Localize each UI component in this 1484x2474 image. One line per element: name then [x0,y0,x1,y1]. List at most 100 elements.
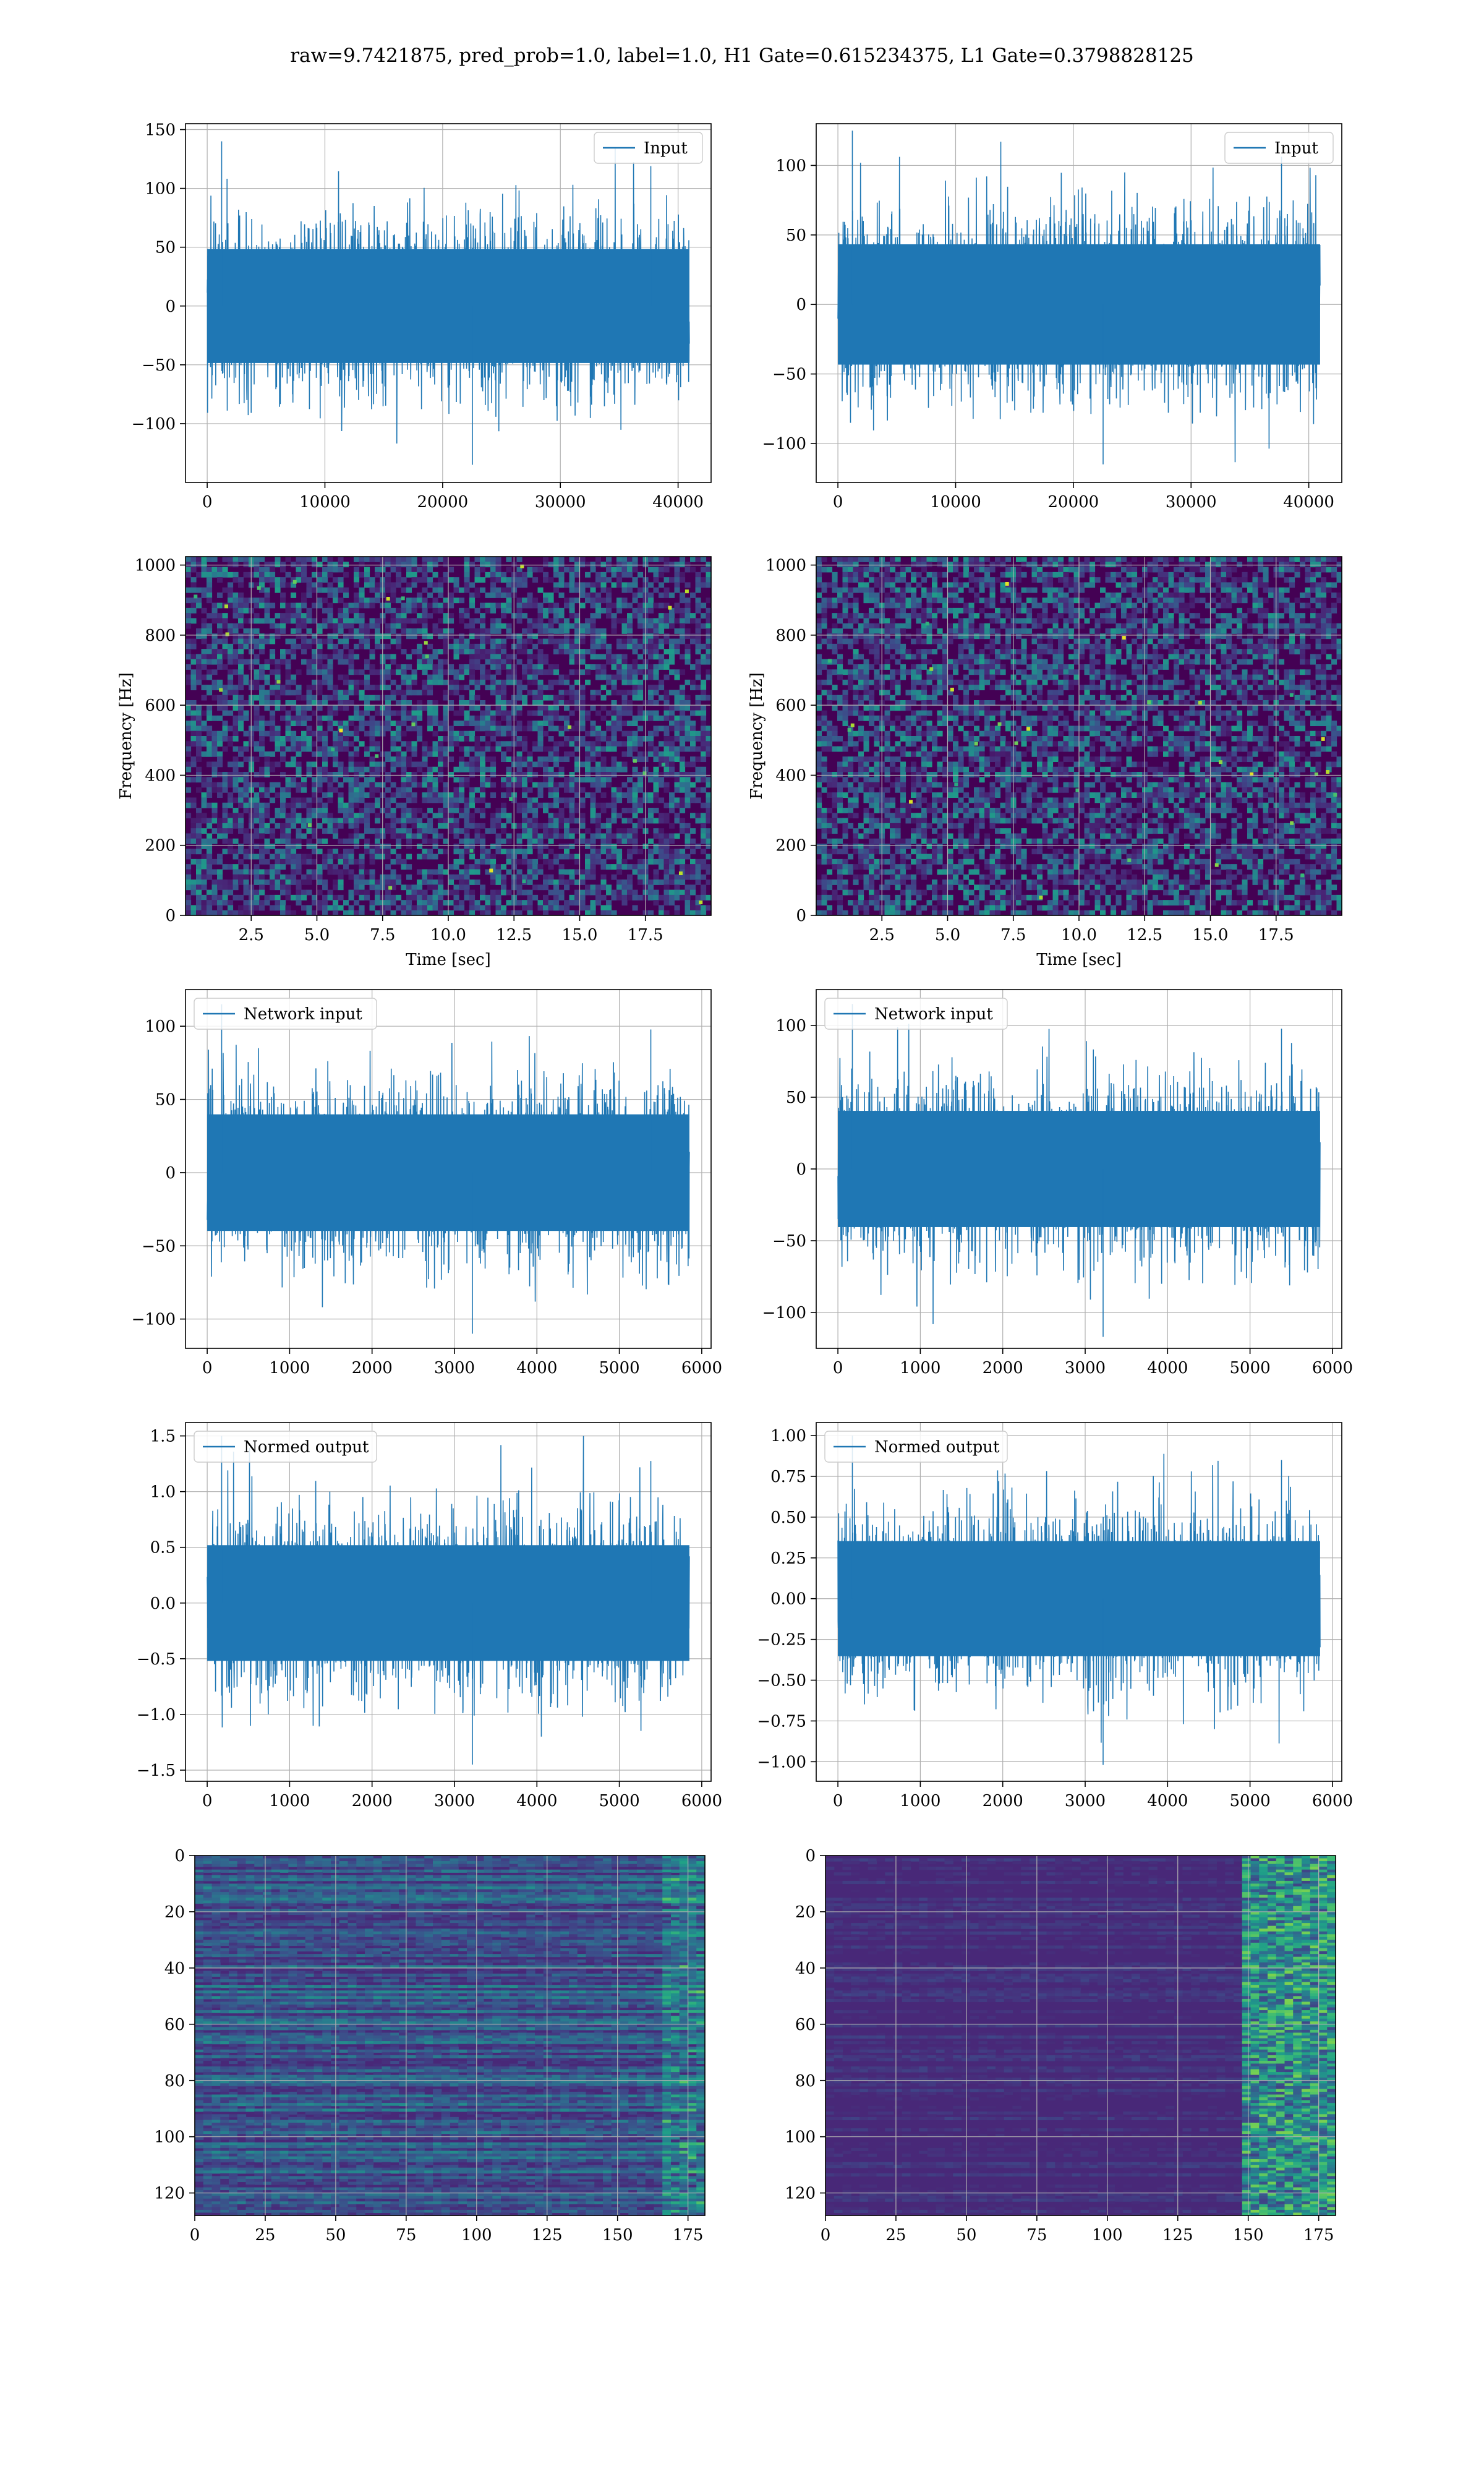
spec-h1-cell [559,756,565,762]
spec-h1-cell [385,695,391,701]
spec-h1-cell [574,690,580,695]
spec-h1-cell [343,608,349,614]
spec-h1-cell [501,880,506,885]
spec-h1-cell [659,654,664,659]
spec-h1-cell [522,890,527,896]
spec-h1-cell [580,695,586,701]
spec-h1-cell [438,726,443,731]
spec-h1-cell [244,803,249,808]
spec-h1-cell [622,895,628,901]
spec-h1-cell [475,664,480,670]
spec-h1-cell [359,813,365,818]
spec-l1-cell [1106,562,1111,567]
spec-h1-cell [580,716,586,721]
spec-h1-cell [317,839,323,844]
spec-h1-cell [391,588,396,593]
spec-h1-cell [690,736,696,742]
spec-h1-cell [580,823,586,829]
spec-h1-cell [548,664,554,670]
spec-h1-cell [322,839,328,844]
spec-h1-cell [616,895,622,901]
spec-h1-cell [612,623,617,629]
spec-l1-cell [1305,567,1311,573]
spec-h1-cell [364,695,370,701]
spec-h1-cell [506,854,512,860]
spec-l1-cell [816,567,822,573]
spec-h1-cell [207,654,212,659]
spec-h1-cell [233,782,239,788]
spec-h1-cell [522,649,527,654]
spec-h1-cell [454,808,459,813]
spec-h1-cell [212,869,218,875]
spec-h1-cell [690,741,696,747]
spec-h1-cell [354,767,359,773]
spec-h1-cell [532,577,538,583]
spec-h1-cell [301,721,307,726]
spec-h1-cell [296,782,302,788]
spec-h1-cell [244,900,249,905]
spec-l1-cell [1058,572,1064,578]
spec-h1-cell [270,562,275,567]
spec-l1-cell [869,577,874,583]
spec-h1-cell [543,731,548,737]
spec-h1-cell [296,818,302,824]
spec-h1-cell [317,726,323,731]
spec-h1-cell [286,828,291,834]
spec-h1-cell [638,572,643,578]
spec-h1-cell [186,900,191,905]
spec-l1-cell [1047,582,1053,588]
spec-l1-cell [1216,557,1221,562]
spec-l1-cell [1064,572,1069,578]
spec-h1-cell [328,603,333,609]
spec-h1-cell [506,608,512,614]
spec-h1-cell [638,644,643,649]
spec-h1-cell [275,613,281,618]
spec-h1-cell [244,618,249,623]
spec-h1-cell [333,751,338,757]
spec-h1-cell [359,767,365,773]
spec-h1-cell [612,721,617,726]
spec-h1-cell [196,741,202,747]
spec-h1-cell [322,736,328,742]
spec-h1-cell [312,787,317,793]
spec-h1-cell [438,593,443,598]
spec-h1-cell [680,623,685,629]
spec-h1-cell [186,567,191,573]
spec-h1-cell [202,884,207,890]
spec-h1-cell [506,597,512,603]
spec-h1-cell [690,567,696,573]
spec-h1-cell [238,828,244,834]
spec-h1-cell [427,675,433,680]
spec-h1-cell [301,741,307,747]
spec-h1-cell [574,803,580,808]
spec-h1-cell [532,875,538,880]
spec-h1-cell [296,839,302,844]
spec-h1-cell [701,690,706,695]
spec-h1-cell [312,875,317,880]
spec-h1-cell [606,613,612,618]
spec-h1-cell [364,747,370,752]
spec-h1-cell [307,716,312,721]
spec-h1-cell [553,644,559,649]
spec-h1-cell [490,828,496,834]
spec-h1-cell [328,792,333,798]
spec-h1-cell [506,839,512,844]
spec-h1-cell [553,880,559,885]
spec-h1-cell [333,900,338,905]
spec-h1-cell [202,588,207,593]
spec-h1-cell [543,593,548,598]
spec-h1-cell [664,736,670,742]
spec-h1-cell [559,613,565,618]
spec-h1-cell [417,900,422,905]
spec-h1-cell [585,582,591,588]
spec-h1-cell [259,884,265,890]
spec-h1-cell [690,844,696,849]
spec-h1-cell [559,690,565,695]
spec-h1-cell [375,618,380,623]
spec-h1-cell [196,828,202,834]
spec-h1-cell [490,772,496,777]
spec-h1-cell [616,608,622,614]
spec-h1-cell [616,884,622,890]
spec-h1-cell [228,603,233,609]
spec-h1-cell [364,818,370,824]
